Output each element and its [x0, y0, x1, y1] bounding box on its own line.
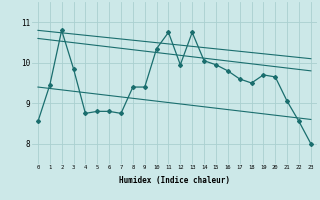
X-axis label: Humidex (Indice chaleur): Humidex (Indice chaleur)	[119, 176, 230, 185]
